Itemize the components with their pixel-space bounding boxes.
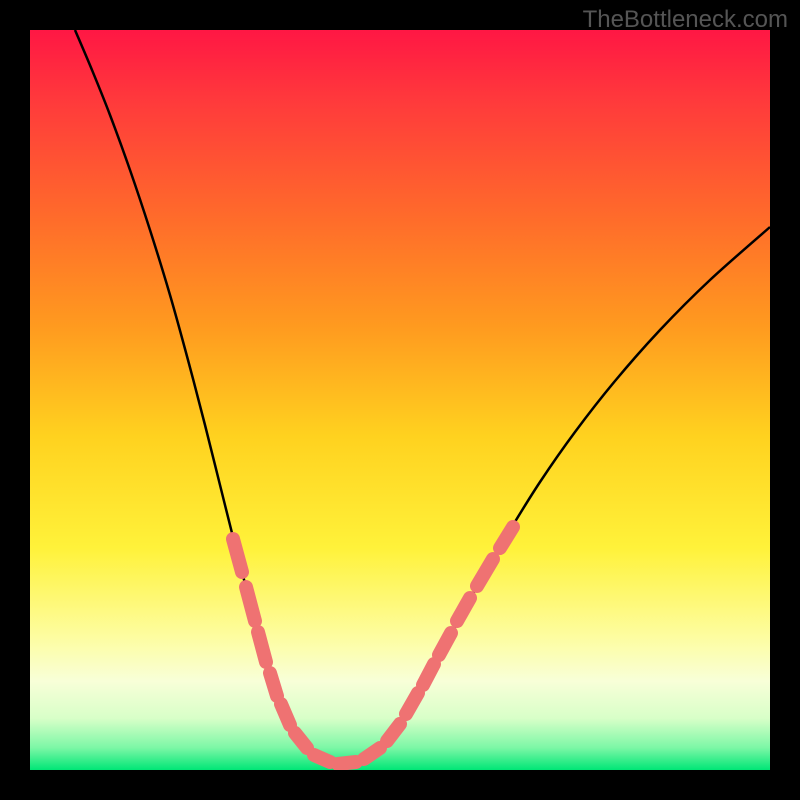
highlight-segment [423, 664, 434, 685]
highlight-segment [270, 673, 277, 696]
curve-highlight-segments [233, 527, 513, 764]
highlight-segment [387, 724, 400, 741]
highlight-segment [281, 704, 290, 725]
highlight-segment [233, 539, 242, 572]
plot-area [30, 30, 770, 770]
curve-path [75, 30, 770, 765]
figure-canvas: TheBottleneck.com [0, 0, 800, 800]
highlight-segment [246, 587, 255, 621]
highlight-segment [500, 527, 513, 548]
highlight-segment [338, 762, 356, 764]
bottleneck-curve [30, 30, 770, 770]
highlight-segment [258, 632, 266, 662]
watermark-text: TheBottleneck.com [583, 6, 788, 34]
highlight-segment [457, 598, 470, 621]
highlight-segment [364, 748, 380, 759]
highlight-segment [406, 693, 418, 714]
highlight-segment [439, 633, 451, 655]
highlight-segment [295, 733, 307, 748]
highlight-segment [314, 755, 330, 762]
highlight-segment [477, 559, 493, 586]
